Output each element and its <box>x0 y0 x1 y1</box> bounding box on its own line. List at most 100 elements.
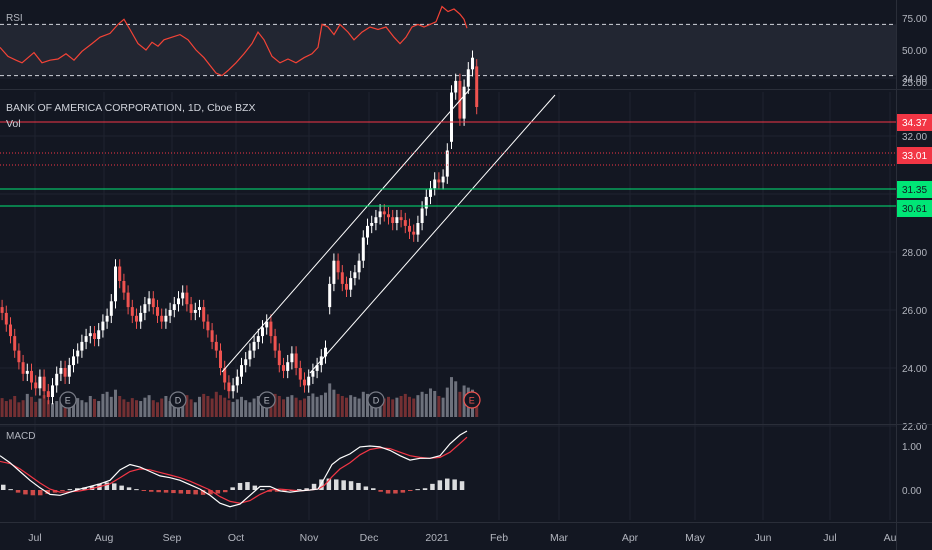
volume-bar <box>307 396 311 417</box>
macd-histogram-bar <box>112 483 117 490</box>
candle-body <box>42 376 46 392</box>
time-axis-label: Jun <box>755 532 772 544</box>
candle-body <box>433 179 437 189</box>
candle-body <box>437 179 441 183</box>
price-axis-badges: 34.37 33.01 31.35 30.61 <box>897 114 932 217</box>
candle-body <box>366 225 369 238</box>
price-tick-label: 24.00 <box>902 364 927 375</box>
candle-body <box>210 330 214 342</box>
rsi-tick-label: 50.00 <box>902 46 927 57</box>
volume-bar <box>177 400 180 417</box>
candle-body <box>332 260 336 284</box>
candle-body <box>34 382 38 389</box>
macd-histogram-bar <box>267 490 272 492</box>
volume-bar <box>151 400 155 417</box>
volume-bar <box>21 400 25 417</box>
macd-histogram-bar <box>171 490 176 494</box>
rsi-tick-label: 25.00 <box>902 78 927 89</box>
macd-line <box>0 430 468 508</box>
volume-bar <box>105 391 109 417</box>
volume-bar <box>420 391 424 417</box>
time-axis-label: Apr <box>622 532 639 544</box>
candle-body <box>387 214 390 218</box>
rsi-tick-label: 75.00 <box>902 14 927 25</box>
price-tick-label: 22.00 <box>902 422 927 433</box>
candle-body <box>345 283 348 290</box>
volume-bar <box>34 401 38 417</box>
volume-bar <box>88 396 92 417</box>
candle-body <box>315 365 319 371</box>
macd-histogram-bar <box>141 490 147 491</box>
volume-bar <box>408 396 411 417</box>
candle-body <box>403 220 407 226</box>
rsi-pane[interactable]: RSI 75.00 50.00 25.00 <box>0 5 927 90</box>
volume-label[interactable]: Vol <box>6 118 21 130</box>
volume-bar <box>97 401 101 417</box>
candle-body <box>462 86 466 119</box>
volume-bar <box>160 398 164 417</box>
symbol-title[interactable]: BANK OF AMERICA CORPORATION, 1D, Cboe BZ… <box>6 102 256 114</box>
support-price-badge-2-bg <box>897 200 932 217</box>
candle-body <box>450 92 453 142</box>
macd-histogram-bar <box>8 489 13 491</box>
macd-histogram-bar <box>126 487 132 490</box>
volume-bar <box>345 397 348 417</box>
macd-pane[interactable]: MACD 1.00 0.00 <box>0 430 922 508</box>
volume-bar <box>403 393 407 417</box>
candle-body <box>445 150 449 177</box>
candle-body <box>256 336 260 342</box>
candle-body <box>336 260 340 273</box>
candle-body <box>156 307 159 316</box>
macd-histogram-bar <box>156 490 161 493</box>
candle-body <box>164 315 168 322</box>
candle-body <box>277 350 281 366</box>
volume-bar <box>311 393 315 417</box>
candle-body <box>139 312 143 322</box>
time-axis-labels[interactable]: Jul Aug Sep Oct Nov Dec 2021 Feb Mar Apr May Jun Jul… <box>28 532 896 544</box>
candle-body <box>466 69 470 87</box>
candle-body <box>17 350 21 363</box>
event-marker-circle <box>169 391 187 409</box>
macd-histogram-bar <box>208 490 213 495</box>
volume-bar <box>454 381 458 417</box>
channel-upper-trendline[interactable] <box>221 88 471 373</box>
macd-histogram-bar <box>215 490 221 494</box>
candle-body <box>105 315 109 322</box>
last-price-badge-text: 33.01 <box>902 151 927 162</box>
volume-bar <box>290 395 294 417</box>
volume-bar <box>30 396 33 417</box>
event-marker-letter: D <box>373 396 380 406</box>
price-tick-label: 26.00 <box>902 306 927 317</box>
macd-histogram-bar <box>445 478 450 490</box>
volume-bar <box>135 400 138 417</box>
candle-body <box>269 321 273 337</box>
time-axis-label: Au <box>884 532 897 544</box>
candle-body <box>13 336 17 351</box>
volume-bar <box>227 400 231 417</box>
volume-bar <box>46 400 50 417</box>
volume-bar <box>248 402 252 417</box>
volume-bars <box>0 377 479 417</box>
rsi-overbought-oversold-band <box>0 24 896 76</box>
candle-body <box>80 341 84 351</box>
candle-body <box>4 312 8 325</box>
channel-lower-trendline[interactable] <box>309 94 556 374</box>
time-axis-label: Nov <box>300 532 319 544</box>
candle-body <box>244 359 248 366</box>
volume-bar <box>143 397 147 417</box>
macd-histogram-bar <box>163 490 169 493</box>
time-axis-label: Sep <box>163 532 182 544</box>
macd-label: MACD <box>6 431 35 442</box>
candle-body <box>399 217 403 221</box>
time-axis-label: Jul <box>28 532 41 544</box>
price-pane[interactable]: E D E D E BANK OF AMERICA CORPORATION, 1D, C… <box>0 50 932 433</box>
candle-body <box>88 333 92 337</box>
volume-bar <box>395 397 399 417</box>
macd-histogram-bar <box>385 490 391 494</box>
candle-body <box>475 66 479 107</box>
volume-bar <box>450 377 453 417</box>
macd-histogram-bar <box>193 490 198 495</box>
